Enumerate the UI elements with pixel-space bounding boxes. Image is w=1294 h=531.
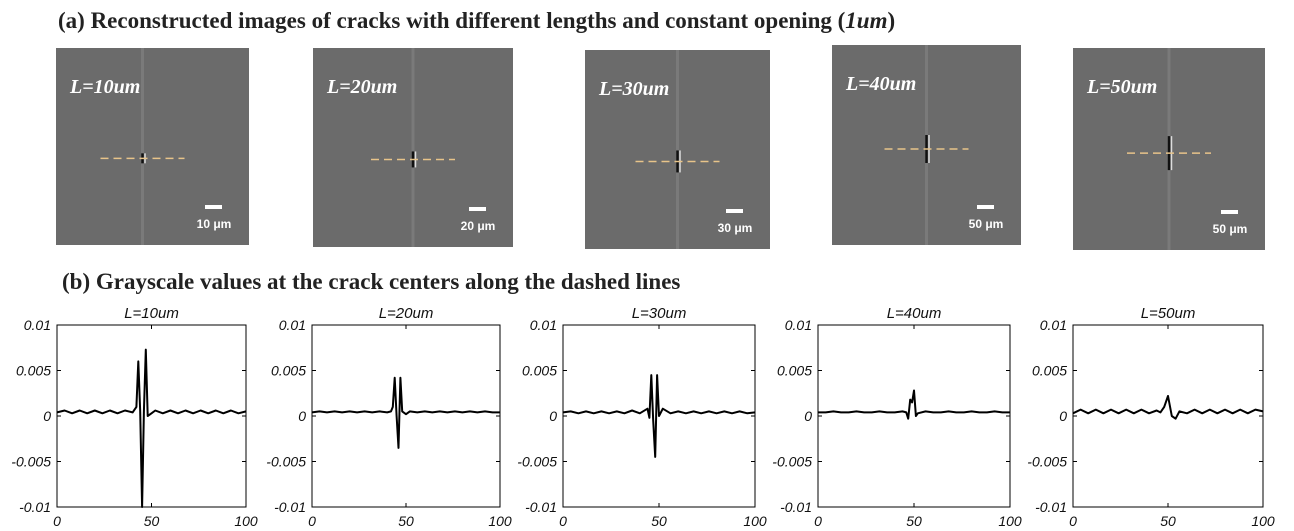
x-tick-label: 100 xyxy=(998,513,1022,529)
x-tick-label: 100 xyxy=(234,513,258,529)
y-tick-label: 0 xyxy=(549,408,557,424)
y-tick-label: -0.005 xyxy=(11,454,51,470)
title-part: (a) Reconstructed images of cracks with … xyxy=(58,8,845,33)
x-tick-label: 0 xyxy=(53,513,61,529)
y-tick-label: 0 xyxy=(43,408,51,424)
x-tick-label: 0 xyxy=(308,513,316,529)
x-tick-label: 0 xyxy=(559,513,567,529)
chart-title: L=10um xyxy=(124,305,179,322)
scale-bar xyxy=(469,207,486,211)
x-tick-label: 50 xyxy=(144,513,160,529)
y-tick-label: 0.005 xyxy=(522,363,557,379)
scale-bar-label: 50 μm xyxy=(1213,222,1248,236)
image-label: L=10um xyxy=(69,76,140,98)
panel-b-title: (b) Grayscale values at the crack center… xyxy=(62,269,680,294)
line-series xyxy=(562,374,756,458)
y-tick-label: -0.01 xyxy=(274,499,306,515)
chart-title: L=30um xyxy=(632,305,687,322)
x-tick-label: 50 xyxy=(1160,513,1176,529)
scale-bar xyxy=(205,205,222,209)
y-tick-label: -0.01 xyxy=(1035,499,1067,515)
scale-bar-label: 30 μm xyxy=(718,221,753,235)
x-tick-label: 100 xyxy=(743,513,767,529)
crack-image xyxy=(56,48,249,245)
x-tick-label: 100 xyxy=(1251,513,1275,529)
y-tick-label: 0.01 xyxy=(24,317,51,333)
image-label: L=30um xyxy=(598,78,669,100)
plot-frame xyxy=(56,324,247,508)
x-tick-label: 100 xyxy=(488,513,512,529)
y-tick-label: 0.005 xyxy=(16,363,51,379)
line-series xyxy=(1072,395,1264,420)
line-series xyxy=(311,376,500,449)
y-tick-label: -0.005 xyxy=(517,454,557,470)
line-series xyxy=(56,348,247,508)
y-tick-label: -0.01 xyxy=(525,499,557,515)
scale-bar xyxy=(726,209,743,213)
scale-bar-label: 50 μm xyxy=(969,217,1004,231)
y-tick-label: -0.005 xyxy=(772,454,812,470)
y-tick-label: 0.01 xyxy=(530,317,557,333)
chart-title: L=50um xyxy=(1141,305,1196,322)
y-tick-label: -0.005 xyxy=(1027,454,1067,470)
scale-bar-label: 10 μm xyxy=(197,217,232,231)
image-label: L=50um xyxy=(1086,76,1157,98)
title-part: 1um xyxy=(845,8,887,33)
image-label: L=40um xyxy=(845,73,916,95)
plot-frame xyxy=(817,324,1011,508)
chart-title: L=20um xyxy=(379,305,434,322)
y-tick-label: -0.01 xyxy=(19,499,51,515)
y-tick-label: 0 xyxy=(298,408,306,424)
line-series xyxy=(818,389,1010,420)
y-tick-label: -0.005 xyxy=(266,454,306,470)
title-part: ) xyxy=(887,8,895,33)
y-tick-label: 0.01 xyxy=(279,317,306,333)
y-tick-label: 0.005 xyxy=(271,363,306,379)
x-tick-label: 0 xyxy=(814,513,822,529)
y-tick-label: 0 xyxy=(804,408,812,424)
y-tick-label: 0.005 xyxy=(777,363,812,379)
x-tick-label: 0 xyxy=(1069,513,1077,529)
plot-frame xyxy=(311,324,501,508)
image-label: L=20um xyxy=(326,76,397,98)
x-tick-label: 50 xyxy=(651,513,667,529)
x-tick-label: 50 xyxy=(906,513,922,529)
y-tick-label: 0.01 xyxy=(785,317,812,333)
x-tick-label: 50 xyxy=(398,513,414,529)
y-tick-label: 0.01 xyxy=(1040,317,1067,333)
scale-bar xyxy=(1221,210,1238,214)
y-tick-label: 0.005 xyxy=(1032,363,1067,379)
scale-bar xyxy=(977,205,994,209)
y-tick-label: 0 xyxy=(1059,408,1067,424)
chart-title: L=40um xyxy=(887,305,942,322)
plot-frame xyxy=(1072,324,1264,508)
plot-frame xyxy=(562,324,756,508)
scale-bar-label: 20 μm xyxy=(461,219,496,233)
y-tick-label: -0.01 xyxy=(780,499,812,515)
panel-a-title: (a) Reconstructed images of cracks with … xyxy=(58,8,895,33)
